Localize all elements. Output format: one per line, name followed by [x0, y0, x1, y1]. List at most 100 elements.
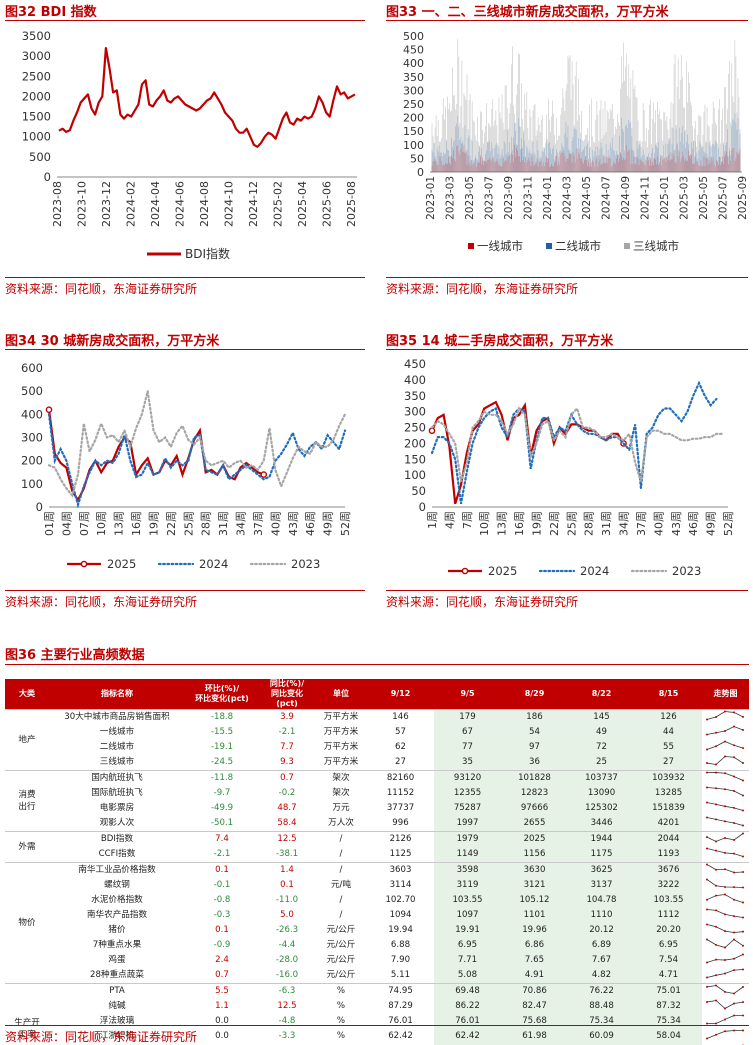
yoy-cell: -3.3: [278, 1031, 296, 1041]
indicator-cell: 螺纹钢: [104, 880, 130, 890]
unit-cell: 万平方米: [323, 727, 359, 737]
mom-cell: 7.4: [185, 831, 259, 847]
trend-sparkline: [702, 999, 749, 1014]
fig36-source-rule: [5, 1025, 749, 1026]
sparkline-point: [706, 847, 708, 850]
value-cell: 75.68: [501, 1014, 568, 1029]
sparkline-point: [733, 1002, 735, 1005]
value-cell: 3119: [434, 878, 501, 893]
series-line-2024: [430, 380, 718, 504]
category-cell: 消费 出行: [5, 770, 49, 832]
series-line-2023: [47, 390, 347, 498]
yoy-cell: 5.0: [280, 910, 294, 920]
y-tick-label: 450: [403, 44, 424, 57]
yoy-cell: 9.3: [280, 757, 294, 767]
x-tick-label: 37周: [252, 511, 265, 536]
mom-cell: -49.9: [210, 803, 234, 813]
y-tick-label: 150: [404, 452, 426, 466]
sparkline-point: [733, 871, 735, 874]
sparkline-point: [724, 972, 726, 975]
sparkline-point: [706, 1022, 708, 1025]
table-row: 外需 BDI指数 7.4 12.5/2126 1979 2025 1944 2044: [5, 831, 749, 863]
header-category: 大类: [5, 679, 49, 710]
value-cell: 37737: [367, 801, 434, 816]
value-cell: 77: [434, 740, 501, 755]
x-tick-label: 46周: [304, 511, 317, 536]
unit-cell: 架次: [332, 788, 350, 798]
sparkline-point: [715, 840, 717, 843]
x-tick-label: 22周: [548, 511, 561, 536]
value-cell: 1112: [635, 908, 702, 923]
x-tick-label: 19周: [147, 511, 160, 536]
unit-cell: 元/公斤: [326, 955, 356, 965]
sparkline-point: [742, 824, 744, 827]
trend-sparkline: [702, 847, 749, 863]
unit-cell: 万平方米: [315, 709, 367, 725]
indicator-cell: 一线城市: [99, 727, 135, 737]
sparkline-point: [733, 931, 735, 934]
sparkline-point: [715, 925, 717, 928]
value-cell: 97666: [501, 801, 568, 816]
sparkline-path: [706, 741, 744, 750]
mom-cell: 2.4: [215, 955, 229, 965]
indicator-cell: 观影人次: [99, 818, 135, 828]
x-tick-label: 2025-01: [659, 176, 671, 220]
table-row: 国际航班执飞 -9.7 -0.2 架次 11152 12355 12823 13090 1328…: [5, 786, 749, 801]
value-cell: 1156: [501, 847, 568, 863]
yoy-cell: 1.4: [259, 862, 315, 878]
legend-swatch: [624, 243, 630, 249]
mom-cell: -2.1: [213, 849, 231, 859]
table-row: 鸡蛋 2.4 -28.0 元/公斤 7.90 7.71 7.65 7.67 7.54: [5, 953, 749, 968]
unit-cell: 万平方米: [323, 742, 359, 752]
x-tick-label: 04周: [60, 511, 73, 536]
sparkline-point: [733, 711, 735, 714]
value-cell: 54: [501, 725, 568, 740]
sparkline-point: [706, 1037, 708, 1040]
sparkline-point: [742, 953, 744, 956]
indicator-cell: 水泥价格指数: [91, 895, 143, 905]
y-tick-label: 400: [403, 57, 424, 70]
mom-cell: 0.0: [215, 1031, 229, 1041]
value-cell: 75.34: [568, 1014, 635, 1029]
sparkline-point: [715, 974, 717, 977]
mom-cell: -11.8: [185, 770, 259, 786]
indicator-cell: 30大中城市商品房销售面积: [49, 709, 185, 725]
sparkline-point: [715, 787, 717, 790]
sparkline-point: [724, 710, 726, 713]
trend-sparkline: [702, 725, 749, 740]
value-cell: 19.91: [434, 923, 501, 938]
fig34-chart: 0 100 200 300 400 500 600 01周 04周 07周 10周 13周 16周 19周…: [21, 361, 352, 571]
fig36-source: 资料来源：同花顺，东海证券研究所: [5, 1030, 198, 1044]
table-row: 三线城市 -24.5 9.3 万平方米 27 35 36 25 27: [5, 755, 749, 771]
mom-cell: 5.5: [185, 983, 259, 999]
value-cell: 1110: [568, 908, 635, 923]
indicator-cell: 浮法玻璃: [99, 1016, 135, 1026]
x-tick-label: 13周: [113, 511, 126, 536]
y-tick-label: 0: [44, 170, 51, 184]
fig34-source-rule: [5, 590, 365, 591]
fig32-chart: 0 500 1000 1500 2000 2500 3000 3500 2023-08 2023-…: [22, 29, 358, 261]
value-cell: 12355: [434, 786, 501, 801]
unit-cell: 元/公斤: [326, 970, 356, 980]
trend-sparkline: [702, 953, 749, 968]
value-cell: 103932: [635, 770, 702, 786]
sparkline-point: [706, 1001, 708, 1004]
mom-cell: 1.1: [215, 1001, 229, 1011]
series-marker: [428, 427, 436, 435]
sparkline-point: [724, 805, 726, 808]
indicator-cell: 28种重点蔬菜: [90, 970, 144, 980]
unit-cell: /: [315, 831, 367, 847]
y-tick-label: 350: [404, 389, 426, 403]
x-tick-label: 2023-07: [484, 176, 496, 220]
sparkline-point: [742, 779, 744, 782]
x-tick-label: 28周: [200, 511, 213, 536]
yoy-cell: 12.5: [277, 1001, 297, 1011]
yoy-cell: -4.4: [278, 940, 296, 950]
x-tick-label: 16周: [513, 511, 526, 536]
table-row: 电影票房 -49.9 48.7 万元 37737 75287 97666 125302 1518…: [5, 801, 749, 816]
sparkline-point: [724, 772, 726, 775]
sparkline-point: [733, 725, 735, 728]
value-cell: 1125: [367, 847, 434, 863]
value-cell: 1944: [568, 831, 635, 847]
